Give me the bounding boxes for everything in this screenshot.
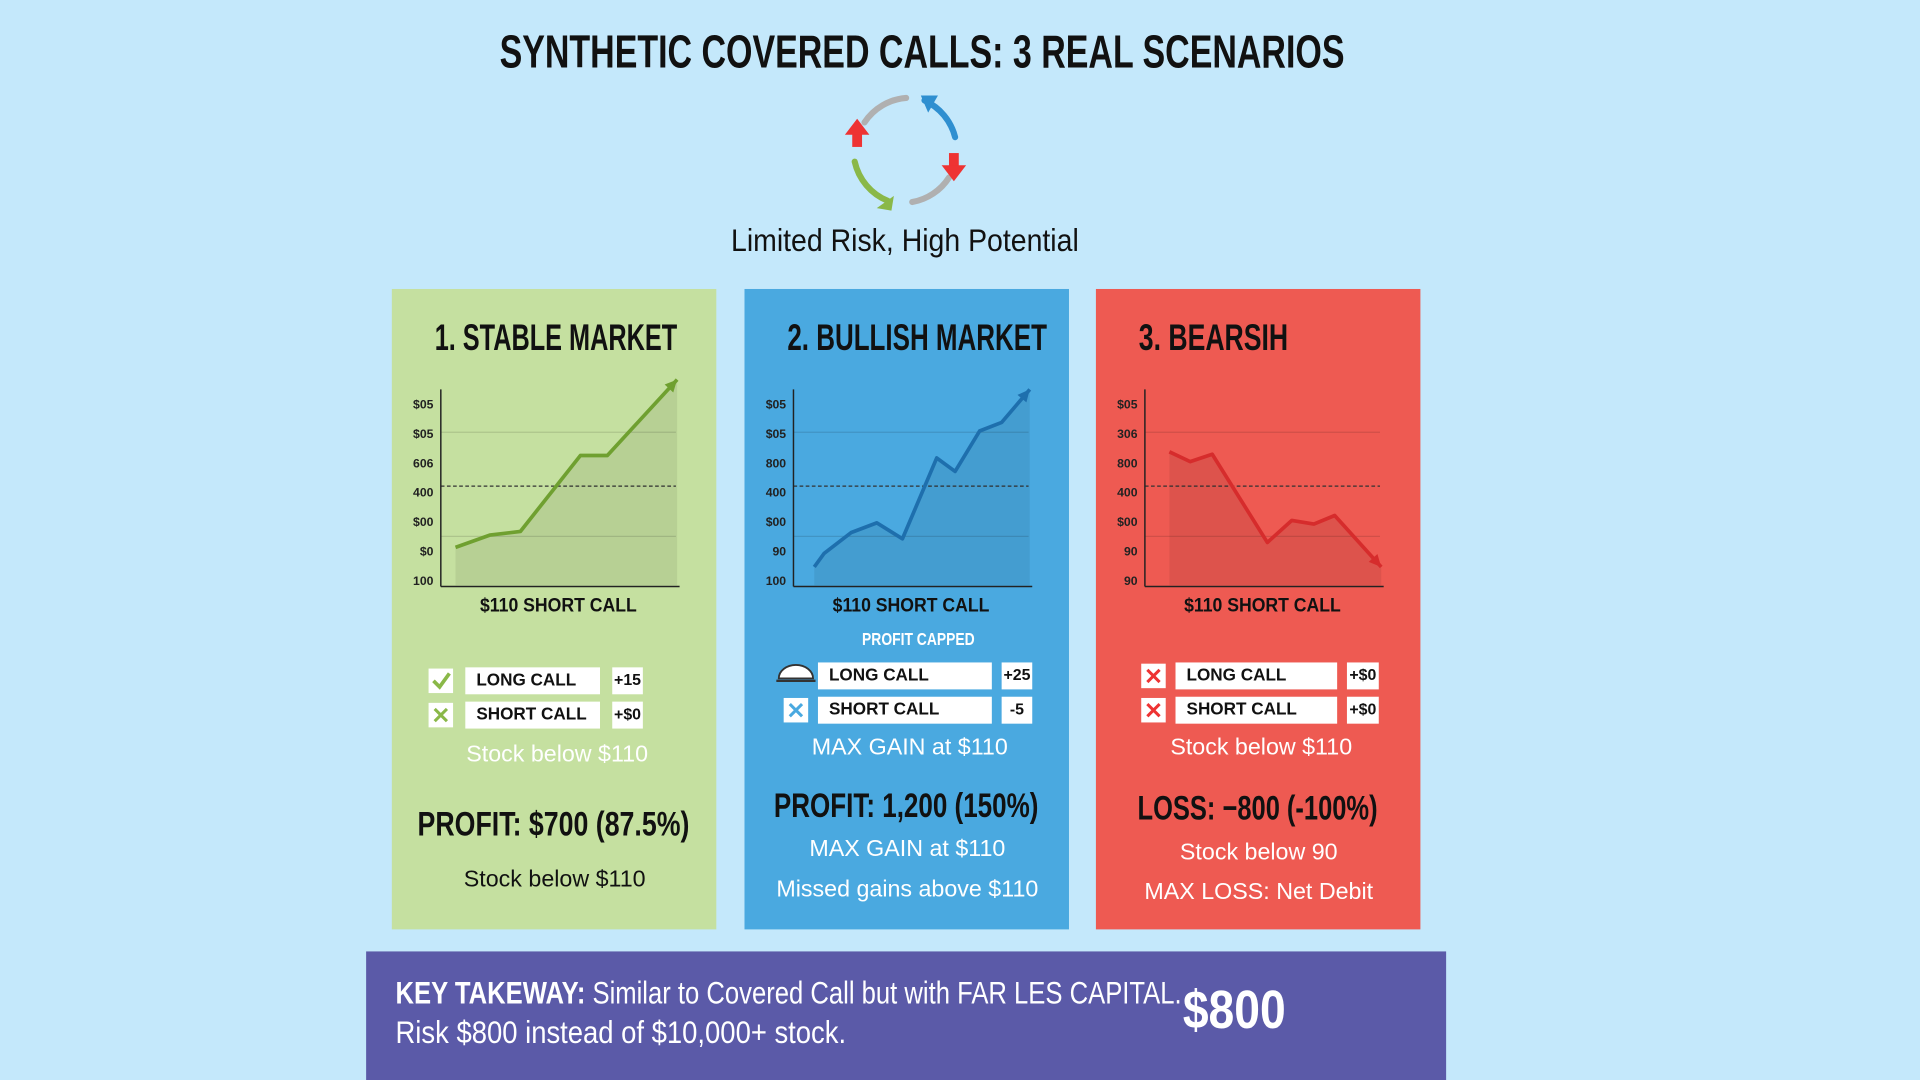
y-tick-label: 606 bbox=[413, 456, 434, 470]
x-icon bbox=[1146, 668, 1161, 684]
scenario-panel: 2. BULLISH MARKET $05 $05 800 400 $00 90 100 $11… bbox=[744, 288, 1069, 930]
row-label-box bbox=[465, 667, 600, 695]
caption: Stock below $110 bbox=[1170, 733, 1352, 759]
row-label-box bbox=[817, 662, 992, 690]
takeaway-line1: KEY TAKEWAY: Similar to Covered Call but… bbox=[396, 975, 1182, 1011]
row-value-box bbox=[1001, 696, 1033, 724]
arrow-head bbox=[664, 379, 678, 393]
y-tick-label: $00 bbox=[766, 515, 787, 529]
y-tick-label: 100 bbox=[413, 574, 434, 588]
row-value-box bbox=[612, 667, 643, 695]
result: PROFIT: 1,200 (150%) bbox=[774, 787, 1038, 825]
row-value-box bbox=[1346, 696, 1379, 724]
y-tick-label: 800 bbox=[1117, 456, 1138, 470]
x-axis-label: $110 SHORT CALL bbox=[480, 594, 637, 616]
subtitle: Limited Risk, High Potential bbox=[731, 222, 1079, 258]
y-tick-label: 306 bbox=[1117, 427, 1138, 441]
takeaway-label: KEY TAKEWAY: bbox=[396, 975, 586, 1011]
row-value: +25 bbox=[1003, 667, 1030, 684]
y-tick-label: 800 bbox=[766, 456, 787, 470]
row-label: SHORT CALL bbox=[829, 699, 939, 719]
area-shade bbox=[1169, 451, 1382, 586]
footnote: Missed gains above $110 bbox=[776, 875, 1038, 901]
price-line bbox=[454, 378, 679, 550]
row-label-box bbox=[1175, 662, 1338, 690]
row-label-box bbox=[1175, 696, 1338, 724]
result: LOSS: −800 (-100%) bbox=[1138, 790, 1378, 828]
row-value-box bbox=[612, 701, 643, 729]
row-label-box bbox=[465, 701, 600, 729]
row-label: LONG CALL bbox=[476, 669, 576, 689]
row-label: SHORT CALL bbox=[1187, 699, 1297, 719]
row-value: +$0 bbox=[614, 706, 641, 723]
arrow-head bbox=[1368, 554, 1382, 567]
y-tick-label: $05 bbox=[413, 427, 434, 441]
x-icon bbox=[788, 702, 804, 718]
y-tick-label: $0 bbox=[420, 544, 434, 558]
scenario-panel: 3. BEARSIH $05 306 800 400 $00 90 90 $110 SHORT … bbox=[1095, 288, 1421, 930]
status-box bbox=[428, 668, 454, 694]
row-label-box bbox=[817, 696, 992, 724]
row-label: LONG CALL bbox=[829, 664, 929, 684]
y-tick-label: 90 bbox=[773, 544, 787, 558]
y-tick-label: 100 bbox=[766, 574, 787, 588]
y-tick-label: $05 bbox=[766, 398, 787, 412]
panel-background bbox=[1095, 288, 1421, 930]
footnote: Stock below $110 bbox=[464, 866, 646, 892]
footnote: MAX GAIN at $110 bbox=[809, 835, 1005, 861]
panel-background bbox=[744, 288, 1069, 930]
caption: Stock below $110 bbox=[466, 741, 648, 767]
row-value-box bbox=[1346, 662, 1379, 690]
takeaway-amount: $800 bbox=[1183, 980, 1286, 1040]
y-tick-label: $05 bbox=[413, 398, 434, 412]
takeaway-line2: Risk $800 instead of $10,000+ stock. bbox=[396, 1014, 847, 1050]
panel-title: 1. STABLE MARKET bbox=[435, 317, 678, 358]
y-tick-label: $00 bbox=[413, 515, 434, 529]
x-icon bbox=[1146, 702, 1161, 718]
panel-note: PROFIT CAPPED bbox=[862, 629, 975, 649]
status-icon bbox=[777, 663, 814, 680]
row-value: +15 bbox=[614, 672, 641, 689]
footnote: MAX LOSS: Net Debit bbox=[1144, 878, 1373, 904]
y-tick-label: 400 bbox=[413, 486, 434, 500]
row-value: +$0 bbox=[1349, 701, 1376, 718]
arrow-head bbox=[1017, 389, 1030, 403]
y-tick-label: 400 bbox=[1117, 486, 1138, 500]
y-tick-label: $05 bbox=[766, 427, 787, 441]
takeaway-banner bbox=[366, 951, 1447, 1080]
x-axis-label: $110 SHORT CALL bbox=[1184, 594, 1341, 616]
x-icon bbox=[433, 707, 449, 723]
price-line bbox=[812, 388, 1032, 569]
check-icon bbox=[432, 672, 451, 690]
panel-title: 3. BEARSIH bbox=[1139, 317, 1288, 358]
y-tick-label: $05 bbox=[1117, 398, 1138, 412]
x-axis-label: $110 SHORT CALL bbox=[833, 594, 990, 616]
y-tick-label: $00 bbox=[1117, 515, 1138, 529]
scenario-panel: 1. STABLE MARKET $05 $05 606 400 $00 $0 100 $110… bbox=[391, 288, 717, 930]
row-value-box bbox=[1001, 662, 1033, 690]
main-title: SYNTHETIC COVERED CALLS: 3 REAL SCENARIO… bbox=[500, 25, 1345, 77]
row-value: +$0 bbox=[1349, 667, 1376, 684]
footnote: Stock below 90 bbox=[1180, 839, 1338, 865]
caption: MAX GAIN at $110 bbox=[812, 733, 1008, 759]
row-value: -5 bbox=[1010, 701, 1024, 718]
y-tick-label: 90 bbox=[1124, 544, 1138, 558]
takeaway-text: Similar to Covered Call but with FAR LES… bbox=[592, 975, 1181, 1011]
row-label: LONG CALL bbox=[1187, 664, 1287, 684]
row-label: SHORT CALL bbox=[476, 704, 586, 724]
result: PROFIT: $700 (87.5%) bbox=[418, 806, 690, 844]
price-line bbox=[1168, 450, 1383, 569]
cycle-icon bbox=[844, 94, 967, 211]
y-tick-label: 400 bbox=[766, 486, 787, 500]
panel-title: 2. BULLISH MARKET bbox=[787, 317, 1047, 358]
y-tick-label: 90 bbox=[1124, 574, 1138, 588]
